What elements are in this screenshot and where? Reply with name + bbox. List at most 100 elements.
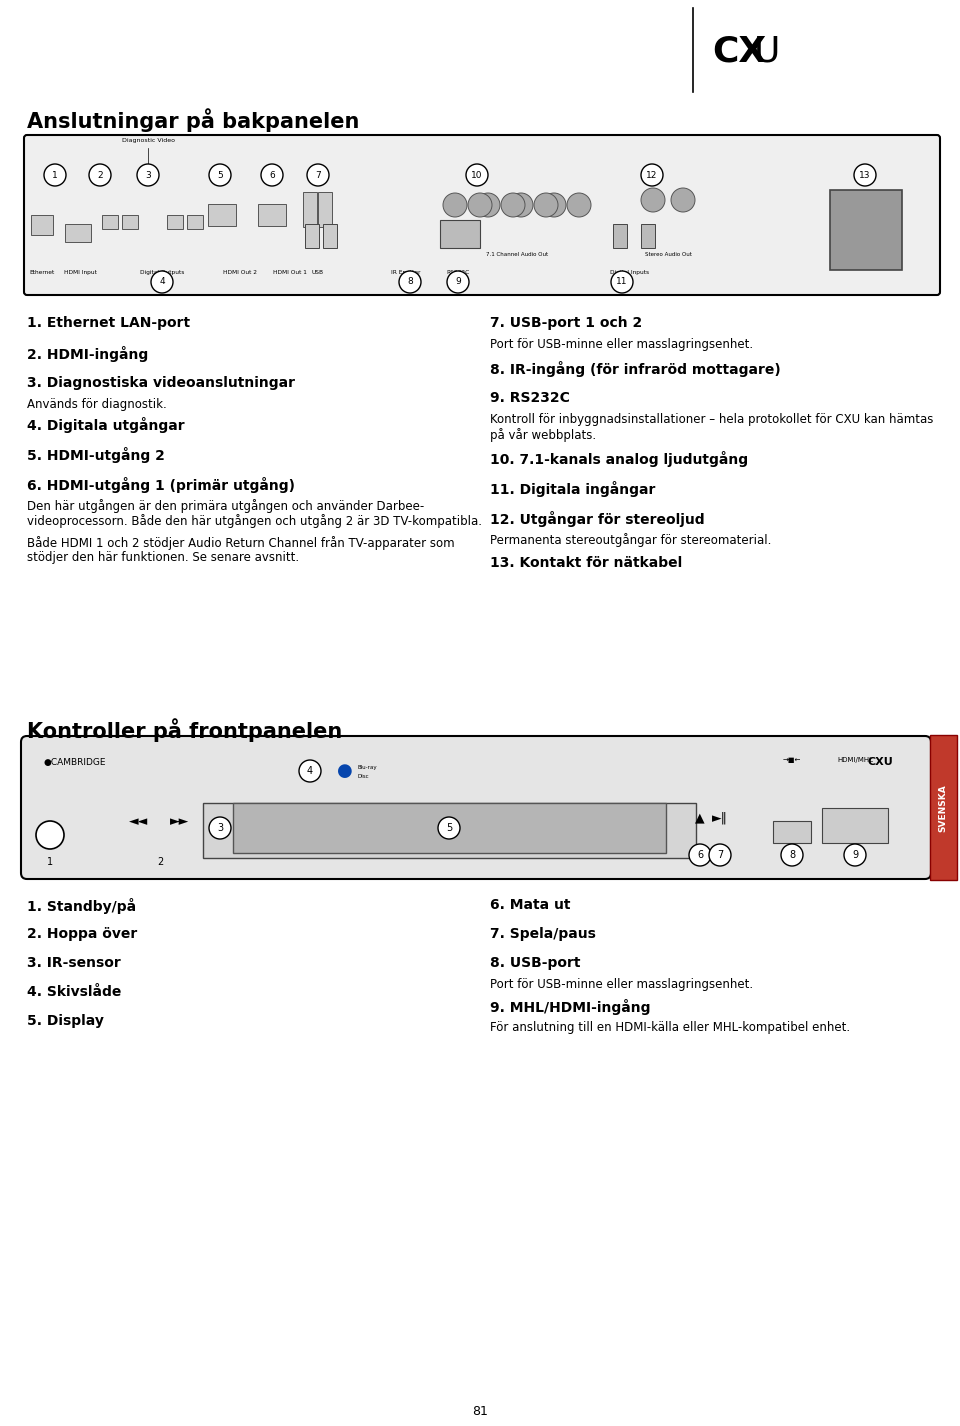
Circle shape	[261, 164, 283, 185]
Text: 6: 6	[269, 171, 275, 180]
Bar	[318, 193, 332, 227]
Text: USB: USB	[312, 270, 324, 275]
Text: IR Emitter: IR Emitter	[392, 270, 420, 275]
Circle shape	[137, 164, 159, 185]
Bar	[305, 224, 319, 248]
Bar	[122, 215, 138, 230]
Circle shape	[611, 271, 633, 292]
Text: 8: 8	[407, 278, 413, 287]
Text: 13. Kontakt för nätkabel: 13. Kontakt för nätkabel	[490, 556, 683, 570]
Text: 12: 12	[646, 171, 658, 180]
Text: 5: 5	[445, 823, 452, 833]
Text: 7: 7	[717, 850, 723, 860]
Circle shape	[844, 844, 866, 866]
Circle shape	[209, 817, 231, 838]
Text: 4. Digitala utgångar: 4. Digitala utgångar	[27, 416, 184, 434]
Circle shape	[534, 193, 558, 217]
Circle shape	[709, 844, 731, 866]
Text: 7. Spela/paus: 7. Spela/paus	[490, 927, 596, 941]
Text: ►►: ►►	[170, 816, 189, 829]
Text: 7.1 Channel Audio Out: 7.1 Channel Audio Out	[486, 252, 548, 257]
Bar	[822, 809, 888, 843]
Text: 8: 8	[789, 850, 795, 860]
Text: Används för diagnostik.: Används för diagnostik.	[27, 398, 167, 411]
Circle shape	[36, 821, 64, 848]
Bar	[65, 224, 91, 242]
Text: stödjer den här funktionen. Se senare avsnitt.: stödjer den här funktionen. Se senare av…	[27, 550, 300, 565]
Text: 6: 6	[697, 850, 703, 860]
Text: Både HDMI 1 och 2 stödjer Audio Return Channel från TV-apparater som: Både HDMI 1 och 2 stödjer Audio Return C…	[27, 536, 455, 550]
Circle shape	[671, 188, 695, 212]
Text: 3: 3	[217, 823, 223, 833]
Text: 7. USB-port 1 och 2: 7. USB-port 1 och 2	[490, 317, 642, 329]
Bar	[203, 803, 696, 858]
Text: videoprocessorn. Både den här utgången och utgång 2 är 3D TV-kompatibla.: videoprocessorn. Både den här utgången o…	[27, 513, 482, 528]
Bar	[830, 190, 902, 270]
Bar	[303, 193, 317, 227]
Text: 9: 9	[455, 278, 461, 287]
Circle shape	[641, 188, 665, 212]
Circle shape	[443, 193, 467, 217]
Circle shape	[641, 164, 663, 185]
Text: Port för USB-minne eller masslagringsenhet.: Port för USB-minne eller masslagringsenh…	[490, 978, 754, 991]
Bar	[258, 204, 286, 225]
Bar	[323, 224, 337, 248]
Bar	[187, 215, 203, 230]
Text: 4: 4	[159, 278, 165, 287]
Bar	[930, 734, 957, 880]
Text: Digital Inputs: Digital Inputs	[611, 270, 650, 275]
Text: 10: 10	[471, 171, 483, 180]
Circle shape	[509, 193, 533, 217]
Text: 1. Standby/på: 1. Standby/på	[27, 898, 136, 914]
Text: 9. MHL/HDMI-ingång: 9. MHL/HDMI-ingång	[490, 1000, 651, 1015]
Text: Permanenta stereoutgångar för stereomaterial.: Permanenta stereoutgångar för stereomate…	[490, 533, 772, 548]
Text: 12. Utgångar för stereoljud: 12. Utgångar för stereoljud	[490, 511, 705, 528]
Text: CXU: CXU	[867, 757, 893, 767]
Text: U: U	[754, 36, 780, 68]
Text: 6. HDMI-utgång 1 (primär utgång): 6. HDMI-utgång 1 (primär utgång)	[27, 478, 295, 493]
Text: ●: ●	[337, 761, 353, 780]
Circle shape	[476, 193, 500, 217]
Text: Disc: Disc	[358, 773, 370, 779]
Text: ▲: ▲	[695, 811, 705, 824]
Text: HDMI Input: HDMI Input	[63, 270, 96, 275]
Text: För anslutning till en HDMI-källa eller MHL-kompatibel enhet.: För anslutning till en HDMI-källa eller …	[490, 1021, 851, 1034]
Circle shape	[44, 164, 66, 185]
Text: 3: 3	[145, 171, 151, 180]
Text: Den här utgången är den primära utgången och använder Darbee-: Den här utgången är den primära utgången…	[27, 499, 424, 513]
Circle shape	[209, 164, 231, 185]
Text: 4: 4	[307, 766, 313, 776]
Text: HDMI Out 1: HDMI Out 1	[273, 270, 307, 275]
Bar	[208, 204, 236, 225]
Text: 11. Digitala ingångar: 11. Digitala ingångar	[490, 481, 656, 498]
Text: 4. Skivslåde: 4. Skivslåde	[27, 985, 121, 1000]
Text: 11: 11	[616, 278, 628, 287]
Bar	[31, 215, 53, 235]
Text: 2. HDMI-ingång: 2. HDMI-ingång	[27, 347, 148, 362]
Text: Diagnostic Video: Diagnostic Video	[122, 138, 175, 143]
Text: 3. IR-sensor: 3. IR-sensor	[27, 955, 121, 970]
Bar	[233, 803, 666, 853]
Circle shape	[501, 193, 525, 217]
Circle shape	[854, 164, 876, 185]
Text: 3. Diagnostiska videoanslutningar: 3. Diagnostiska videoanslutningar	[27, 376, 295, 389]
Text: HDMI/MHL: HDMI/MHL	[837, 757, 873, 763]
Text: 9. RS232C: 9. RS232C	[490, 391, 570, 405]
Text: →■←: →■←	[782, 757, 802, 763]
Text: 6. Mata ut: 6. Mata ut	[490, 898, 570, 913]
Text: 1: 1	[47, 857, 53, 867]
Circle shape	[438, 817, 460, 838]
Circle shape	[447, 271, 469, 292]
Text: 1: 1	[52, 171, 58, 180]
Text: CX: CX	[712, 36, 766, 68]
Text: 5. Display: 5. Display	[27, 1014, 104, 1028]
Bar	[613, 224, 627, 248]
Text: 5. HDMI-utgång 2: 5. HDMI-utgång 2	[27, 446, 165, 463]
Text: 1. Ethernet LAN-port: 1. Ethernet LAN-port	[27, 317, 190, 329]
Text: 10. 7.1-kanals analog ljudutgång: 10. 7.1-kanals analog ljudutgång	[490, 451, 748, 466]
Text: ►‖: ►‖	[712, 811, 728, 824]
Text: SVENSKA: SVENSKA	[939, 784, 948, 831]
Text: Anslutningar på bakpanelen: Anslutningar på bakpanelen	[27, 108, 359, 131]
Text: Blu-ray: Blu-ray	[358, 766, 377, 770]
Circle shape	[399, 271, 421, 292]
